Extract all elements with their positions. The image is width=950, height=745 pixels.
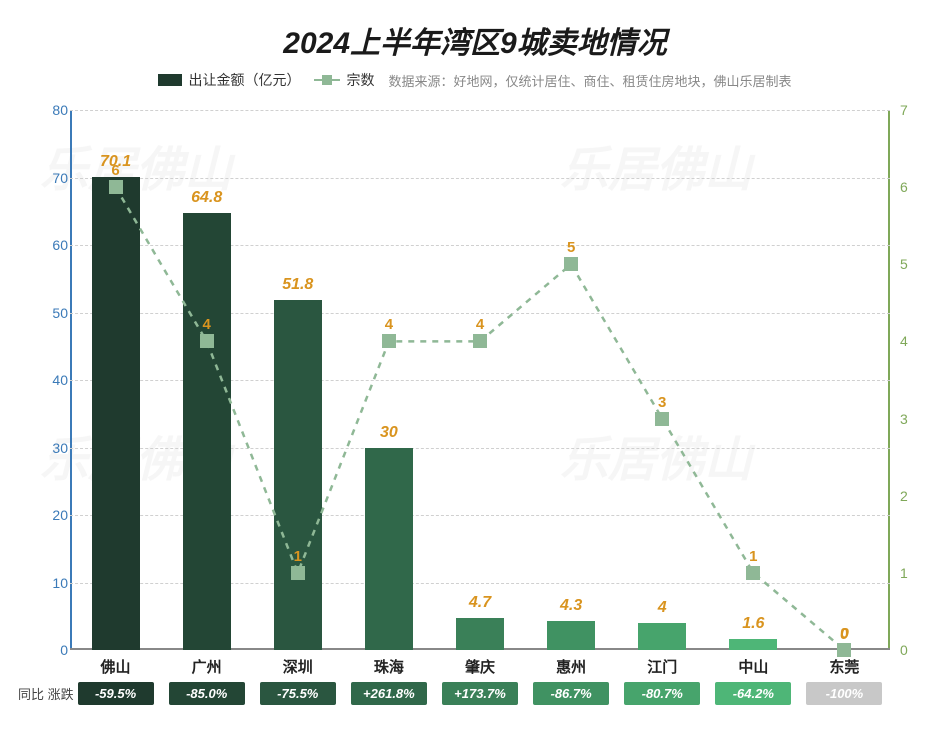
ytick-right: 4 [900,333,928,349]
line-value-label: 6 [111,162,119,179]
bar-value-label: 51.8 [266,276,330,294]
yoy-badge: -100% [806,682,882,705]
plot-area: 70.164.851.8304.74.341.60 641445310 [70,110,890,650]
yoy-label: 同比 涨跌 [18,688,74,702]
line-marker [473,334,487,348]
yoy-badge: -64.2% [715,682,791,705]
yoy-badge: +173.7% [442,682,518,705]
line-marker [655,412,669,426]
line-value-label: 1 [294,548,302,565]
ytick-right: 6 [900,179,928,195]
ytick-right: 7 [900,102,928,118]
yoy-badge: -85.0% [169,682,245,705]
bar [183,213,231,650]
bar [547,621,595,650]
bar [92,177,140,650]
x-category-label: 佛山 [70,656,161,677]
legend-line-label: 宗数 [346,70,374,90]
line-value-label: 4 [202,316,210,333]
legend-line: 宗数 [314,70,374,90]
yoy-badge: -75.5% [260,682,336,705]
x-category-label: 中山 [708,656,799,677]
line-marker [746,566,760,580]
line-value-label: 3 [658,394,666,411]
y-axis-right: 01234567 [900,110,928,650]
line-marker [382,334,396,348]
yoy-badge: -80.7% [624,682,700,705]
yoy-badge: -86.7% [533,682,609,705]
x-category-label: 惠州 [526,656,617,677]
gridline [70,110,890,111]
ytick-left: 50 [30,305,68,321]
bar [456,618,504,650]
x-category-label: 广州 [161,656,252,677]
x-axis-labels: 佛山广州深圳珠海肇庆惠州江门中山东莞 [70,656,890,677]
line-marker [291,566,305,580]
ytick-right: 3 [900,411,928,427]
line-value-label: 4 [476,316,484,333]
chart-title: 2024上半年湾区9城卖地情况 [0,0,950,62]
bar-value-label: 4.3 [539,597,603,615]
ytick-left: 0 [30,642,68,658]
line-marker [109,180,123,194]
ytick-left: 10 [30,575,68,591]
bar-value-label: 64.8 [175,189,239,207]
bar-value-label: 4 [630,599,694,617]
x-category-label: 深圳 [252,656,343,677]
bar [365,448,413,651]
bar [274,300,322,650]
bar-value-label: 4.7 [448,594,512,612]
legend-line-swatch [314,75,340,85]
x-category-label: 东莞 [799,656,890,677]
bar [729,639,777,650]
yoy-badge: -59.5% [78,682,154,705]
line-marker [200,334,214,348]
ytick-left: 30 [30,440,68,456]
line-value-label: 5 [567,239,575,256]
line-value-label: 1 [749,548,757,565]
ytick-left: 80 [30,102,68,118]
x-category-label: 江门 [617,656,708,677]
ytick-left: 70 [30,170,68,186]
ytick-right: 2 [900,488,928,504]
line-value-label: 0 [840,625,848,642]
line-marker [837,643,851,657]
ytick-right: 5 [900,256,928,272]
x-category-label: 珠海 [343,656,434,677]
legend-bar-swatch [158,74,182,86]
ytick-right: 1 [900,565,928,581]
yoy-badge: +261.8% [351,682,427,705]
bar [638,623,686,650]
x-category-label: 肇庆 [434,656,525,677]
ytick-left: 40 [30,372,68,388]
ytick-right: 0 [900,642,928,658]
legend-bar: 出让金额（亿元） [158,70,300,90]
bar-value-label: 30 [357,424,421,442]
ytick-left: 20 [30,507,68,523]
yoy-badges: -59.5% -85.0% -75.5% +261.8% +173.7% -86.7% -8… [70,682,890,705]
line-marker [564,257,578,271]
line-value-label: 4 [385,316,393,333]
gridline [70,178,890,179]
bar-value-label: 1.6 [721,615,785,633]
legend: 出让金额（亿元） 宗数 数据来源：好地网，仅统计居住、商住、租赁住房地块，佛山乐… [0,70,950,90]
legend-bar-label: 出让金额（亿元） [188,70,300,90]
y-axis-left: 01020304050607080 [30,110,68,650]
data-source: 数据来源：好地网，仅统计居住、商住、租赁住房地块，佛山乐居制表 [388,71,791,90]
ytick-left: 60 [30,237,68,253]
